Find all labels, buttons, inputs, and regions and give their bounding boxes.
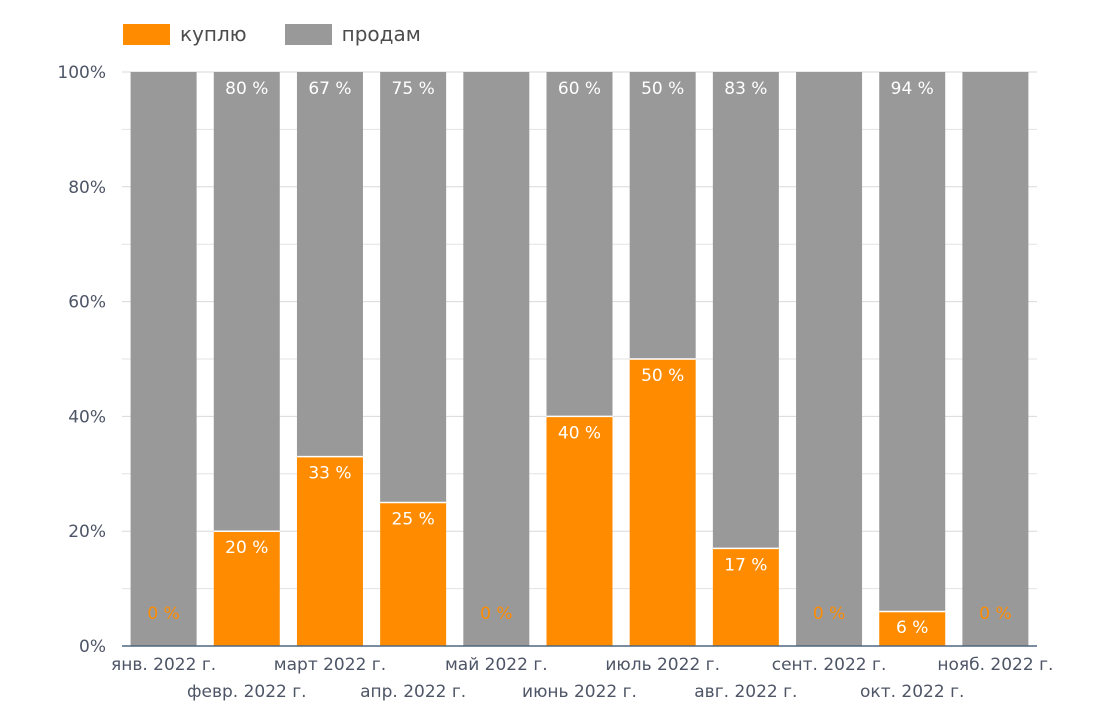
y-tick-label: 0%	[79, 637, 106, 657]
bar-buy[interactable]	[712, 548, 779, 646]
legend-item-sell[interactable]: продам	[284, 22, 421, 46]
x-tick-label: авг. 2022 г.	[694, 682, 797, 702]
data-label-sell: 50 %	[641, 79, 684, 99]
x-tick-label: нояб. 2022 г.	[937, 655, 1053, 675]
x-tick-label: янв. 2022 г.	[111, 655, 216, 675]
bar-sell[interactable]	[130, 72, 197, 646]
bar-sell[interactable]	[463, 72, 530, 646]
bar-sell[interactable]	[546, 72, 613, 417]
y-tick-label: 80%	[68, 178, 106, 198]
x-tick-label: сент. 2022 г.	[772, 655, 887, 675]
bar-sell[interactable]	[380, 72, 447, 503]
legend-label-buy: куплю	[180, 22, 247, 46]
data-label-buy: 0 %	[979, 604, 1011, 624]
legend: куплю продам	[123, 22, 459, 46]
data-label-buy: 20 %	[225, 538, 268, 558]
data-label-buy: 33 %	[308, 464, 351, 484]
bar-buy[interactable]	[629, 359, 696, 646]
data-label-sell: 94 %	[891, 79, 934, 99]
bar-buy[interactable]	[546, 416, 613, 646]
bar-sell[interactable]	[712, 72, 779, 549]
bar-sell[interactable]	[879, 72, 946, 612]
y-tick-label: 40%	[68, 407, 106, 427]
x-tick-label: май 2022 г.	[445, 655, 548, 675]
data-label-sell: 75 %	[392, 79, 435, 99]
legend-label-sell: продам	[341, 22, 421, 46]
bar-sell[interactable]	[213, 72, 280, 532]
data-label-buy: 40 %	[558, 423, 601, 443]
x-tick-label: март 2022 г.	[274, 655, 386, 675]
data-label-buy: 50 %	[641, 366, 684, 386]
bar-sell[interactable]	[796, 72, 863, 646]
bar-sell[interactable]	[296, 72, 363, 457]
legend-swatch-sell	[284, 23, 332, 45]
y-tick-label: 60%	[68, 293, 106, 313]
data-label-buy: 6 %	[896, 618, 928, 638]
data-label-sell: 67 %	[308, 79, 351, 99]
x-tick-label: окт. 2022 г.	[860, 682, 964, 702]
x-tick-label: февр. 2022 г.	[187, 682, 307, 702]
x-tick-label: июль 2022 г.	[605, 655, 720, 675]
data-label-sell: 60 %	[558, 79, 601, 99]
y-tick-label: 100%	[57, 63, 106, 83]
legend-item-buy[interactable]: куплю	[123, 22, 247, 46]
legend-swatch-buy	[123, 23, 170, 45]
bar-buy[interactable]	[380, 502, 447, 647]
data-label-buy: 0 %	[813, 604, 845, 624]
data-label-sell: 83 %	[724, 79, 767, 99]
data-label-buy: 17 %	[724, 555, 767, 575]
bar-buy[interactable]	[296, 456, 363, 646]
data-label-buy: 0 %	[147, 604, 179, 624]
y-tick-label: 20%	[68, 522, 106, 542]
bar-buy[interactable]	[213, 531, 280, 646]
data-label-buy: 25 %	[392, 510, 435, 530]
data-label-buy: 0 %	[480, 604, 512, 624]
bar-sell[interactable]	[629, 72, 696, 359]
bar-buy[interactable]	[879, 611, 946, 646]
data-label-sell: 80 %	[225, 79, 268, 99]
x-tick-label: июнь 2022 г.	[522, 682, 637, 702]
bar-sell[interactable]	[962, 72, 1029, 646]
x-tick-label: апр. 2022 г.	[360, 682, 466, 702]
